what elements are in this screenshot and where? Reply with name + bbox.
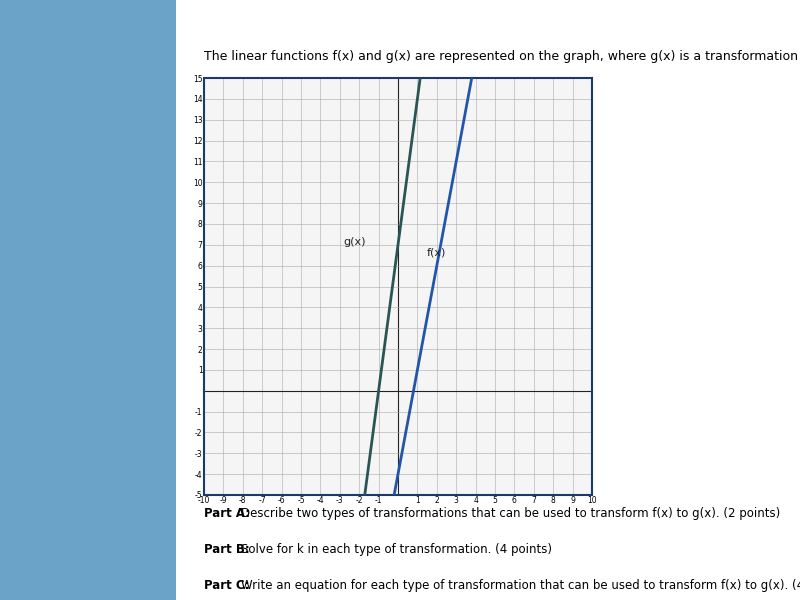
Text: Solve for k in each type of transformation. (4 points): Solve for k in each type of transformati… <box>241 543 552 556</box>
Text: Write an equation for each type of transformation that can be used to transform : Write an equation for each type of trans… <box>241 579 800 592</box>
Text: Part B:: Part B: <box>204 543 254 556</box>
Text: Describe two types of transformations that can be used to transform f(x) to g(x): Describe two types of transformations th… <box>241 507 780 520</box>
Text: g(x): g(x) <box>344 237 366 247</box>
Text: Part C:: Part C: <box>204 579 254 592</box>
Text: f(x): f(x) <box>427 247 446 257</box>
Text: Part A:: Part A: <box>204 507 254 520</box>
Text: The linear functions f(x) and g(x) are represented on the graph, where g(x) is a: The linear functions f(x) and g(x) are r… <box>204 50 800 63</box>
